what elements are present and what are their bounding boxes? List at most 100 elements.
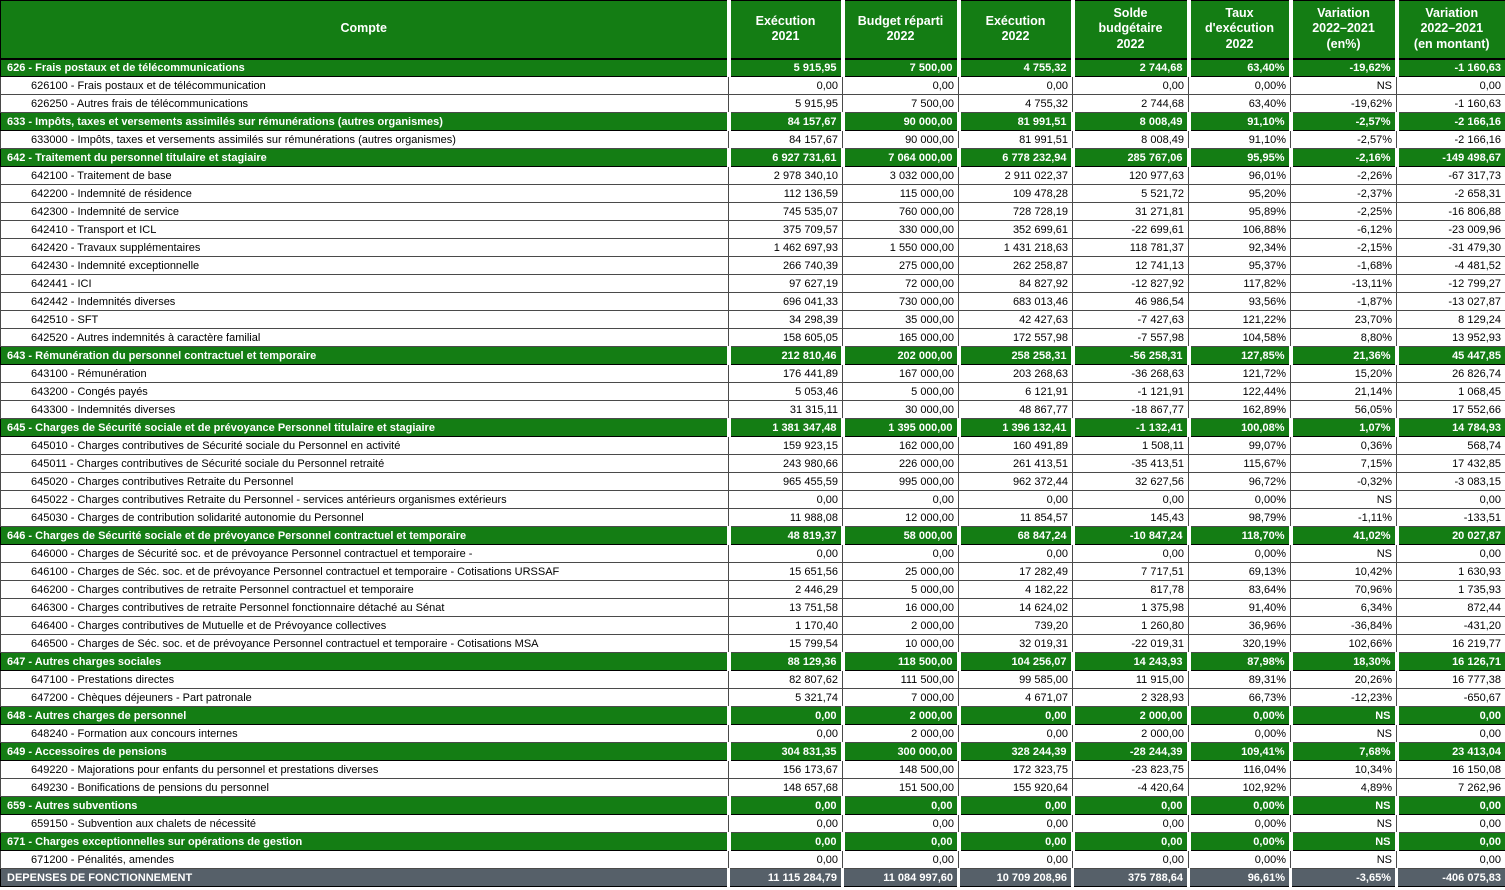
compte-cell: 646000 - Charges de Sécurité soc. et de … (0, 544, 729, 563)
value-cell: 0,00 (956, 832, 1073, 851)
value-cell: 0,00 (1396, 724, 1505, 743)
value-cell: 96,72% (1188, 472, 1291, 491)
detail-row: 647200 - Chèques déjeuners - Part patron… (0, 688, 1505, 707)
value-cell: -149 498,67 (1394, 148, 1505, 167)
value-cell: 0,00 (1394, 706, 1505, 725)
group-row: 647 - Autres charges sociales 88 129,36 11… (0, 652, 1505, 671)
value-cell: 6,34% (1290, 598, 1397, 617)
value-cell: 34 298,39 (728, 310, 843, 329)
value-cell: 0,00 (1396, 76, 1505, 95)
value-cell: 330 000,00 (842, 220, 959, 239)
value-cell: 0,00% (1188, 814, 1291, 833)
value-cell: 2 000,00 (1072, 724, 1189, 743)
value-cell: 117,82% (1188, 274, 1291, 293)
group-row: 645 - Charges de Sécurité sociale et de … (0, 418, 1505, 437)
value-cell: 15 799,54 (728, 634, 843, 653)
value-cell: 120 977,63 (1072, 166, 1189, 185)
detail-row: 642420 - Travaux supplémentaires 1 462 69… (0, 238, 1505, 257)
compte-cell: 659 - Autres subventions (0, 796, 729, 815)
total-value-cell: 375 788,64 (1071, 868, 1189, 887)
group-row: 633 - Impôts, taxes et versements assimi… (0, 112, 1505, 131)
group-row: 626 - Frais postaux et de télécommunicat… (0, 58, 1505, 77)
value-cell: 6 778 232,94 (956, 148, 1073, 167)
value-cell: 91,40% (1188, 598, 1291, 617)
value-cell: 872,44 (1396, 598, 1505, 617)
compte-cell: 645030 - Charges de contribution solidar… (0, 508, 729, 527)
value-cell: 5 053,46 (728, 382, 843, 401)
compte-cell: 642 - Traitement du personnel titulaire … (0, 148, 729, 167)
detail-row: 645020 - Charges contributives Retraite … (0, 472, 1505, 491)
value-cell: NS (1290, 724, 1397, 743)
value-cell: 172 323,75 (958, 760, 1073, 779)
value-cell: 7,15% (1290, 454, 1397, 473)
value-cell: -2 166,16 (1394, 112, 1505, 131)
value-cell: 95,95% (1186, 148, 1291, 167)
value-cell: 21,14% (1290, 382, 1397, 401)
value-cell: 0,00 (956, 796, 1073, 815)
compte-cell: 645022 - Charges contributives Retraite … (0, 490, 729, 509)
value-cell: 5 521,72 (1072, 184, 1189, 203)
value-cell: 2 000,00 (842, 724, 959, 743)
value-cell: -16 806,88 (1396, 202, 1505, 221)
column-header: Exécution 2021 (726, 0, 843, 60)
value-cell: 0,00 (1070, 832, 1189, 851)
value-cell: 109 478,28 (958, 184, 1073, 203)
total-value-cell: 11 115 284,79 (727, 868, 843, 887)
value-cell: 46 986,54 (1072, 292, 1189, 311)
value-cell: 352 699,61 (958, 220, 1073, 239)
value-cell: 7 717,51 (1072, 562, 1189, 581)
value-cell: 1 735,93 (1396, 580, 1505, 599)
value-cell: 0,00 (842, 814, 959, 833)
value-cell: 58 000,00 (840, 526, 959, 545)
value-cell: 0,00 (728, 490, 843, 509)
value-cell: 98,79% (1188, 508, 1291, 527)
value-cell: 375 709,57 (728, 220, 843, 239)
value-cell: NS (1290, 76, 1397, 95)
detail-row: 646000 - Charges de Sécurité soc. et de … (0, 544, 1505, 563)
value-cell: -7 427,63 (1072, 310, 1189, 329)
value-cell: 156 173,67 (728, 760, 843, 779)
compte-cell: 626250 - Autres frais de télécommunicati… (0, 94, 729, 113)
value-cell: 10,34% (1290, 760, 1397, 779)
value-cell: 0,00 (842, 76, 959, 95)
value-cell: -0,32% (1290, 472, 1397, 491)
value-cell: 11 854,57 (958, 508, 1073, 527)
value-cell: 4,89% (1290, 778, 1397, 797)
value-cell: 165 000,00 (842, 328, 959, 347)
compte-cell: 671200 - Pénalités, amendes (0, 850, 729, 869)
value-cell: 4 182,22 (958, 580, 1073, 599)
value-cell: 0,00% (1188, 724, 1291, 743)
value-cell: 84 827,92 (958, 274, 1073, 293)
compte-cell: 649 - Accessoires de pensions (0, 742, 729, 761)
value-cell: 226 000,00 (842, 454, 959, 473)
compte-cell: 642300 - Indemnité de service (0, 202, 729, 221)
value-cell: -13 027,87 (1396, 292, 1505, 311)
value-cell: 63,40% (1188, 94, 1291, 113)
detail-row: 645030 - Charges de contribution solidar… (0, 508, 1505, 527)
value-cell: 2 978 340,10 (728, 166, 843, 185)
detail-row: 646400 - Charges contributives de Mutuel… (0, 616, 1505, 635)
value-cell: 7 500,00 (840, 58, 959, 77)
value-cell: -36,84% (1290, 616, 1397, 635)
value-cell: 162 000,00 (842, 436, 959, 455)
compte-cell: 645010 - Charges contributives de Sécuri… (0, 436, 729, 455)
value-cell: 7 262,96 (1396, 778, 1505, 797)
detail-row: 645022 - Charges contributives Retraite … (0, 490, 1505, 509)
value-cell: -22 019,31 (1072, 634, 1189, 653)
value-cell: 36,96% (1188, 616, 1291, 635)
value-cell: -1 160,63 (1396, 94, 1505, 113)
value-cell: 10,42% (1290, 562, 1397, 581)
value-cell: -35 413,51 (1072, 454, 1189, 473)
value-cell: -133,51 (1396, 508, 1505, 527)
value-cell: 2 000,00 (1070, 706, 1189, 725)
value-cell: -2,26% (1290, 166, 1397, 185)
value-cell: 0,00 (728, 814, 843, 833)
value-cell: 23 413,04 (1394, 742, 1505, 761)
column-header: Budget réparti 2022 (840, 0, 959, 60)
value-cell: 745 535,07 (728, 202, 843, 221)
value-cell: -12 799,27 (1396, 274, 1505, 293)
value-cell: -1,11% (1290, 508, 1397, 527)
value-cell: 81 991,51 (958, 130, 1073, 149)
value-cell: 68 847,24 (956, 526, 1073, 545)
